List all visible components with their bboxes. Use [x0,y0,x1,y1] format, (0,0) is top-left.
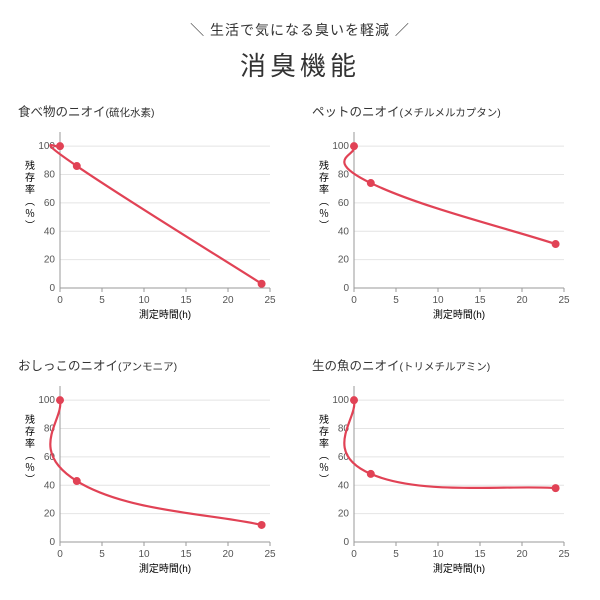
panel-title: おしっこのニオイ(アンモニア) [18,355,288,374]
y-tick-label: 0 [49,283,55,294]
y-tick-label: 100 [332,395,349,406]
y-axis-label: 残存率（％） [23,159,35,230]
y-tick-label: 100 [332,141,349,152]
x-tick-label: 0 [351,295,357,306]
x-tick-label: 15 [180,549,192,560]
chart-panel: 食べ物のニオイ(硫化水素) 0 20 40 60 80 100 0 5 10 15 20 25 測定時間(… [18,101,288,327]
y-tick-label: 0 [49,537,55,548]
x-tick-label: 5 [393,295,399,306]
x-axis-label: 測定時間(h) [139,562,191,575]
chart-panel: ペットのニオイ(メチルメルカプタン) 0 20 40 60 80 100 0 5 10 15 20 25… [312,101,582,327]
x-axis-label: 測定時間(h) [433,308,485,321]
main-title: 消臭機能 [18,46,582,83]
data-marker [73,477,81,485]
y-tick-label: 60 [44,198,56,209]
data-marker [56,142,64,150]
page: ＼ 生活で気になる臭いを軽減 ／ 消臭機能 食べ物のニオイ(硫化水素) 0 20 40… [0,0,600,600]
y-tick-label: 40 [338,480,350,491]
x-tick-label: 25 [264,295,276,306]
x-axis-label: 測定時間(h) [139,308,191,321]
series-line [50,145,261,284]
chart-panel: 生の魚のニオイ(トリメチルアミン)0204060801000510152025測… [312,355,582,581]
x-tick-label: 20 [222,295,234,306]
y-axis-label: 残存率（％） [317,413,329,484]
data-marker [367,179,375,187]
x-tick-label: 20 [516,295,528,306]
y-tick-label: 80 [44,170,56,181]
x-tick-label: 10 [432,295,444,306]
y-tick-label: 0 [343,537,349,548]
data-marker [73,162,81,170]
x-tick-label: 15 [180,295,192,306]
panel-title-sub: (メチルメルカプタン) [400,107,501,119]
y-tick-label: 20 [44,509,56,520]
x-tick-label: 0 [57,295,63,306]
x-tick-label: 15 [474,549,486,560]
y-tick-label: 80 [338,170,350,181]
line-chart: 0 20 40 60 80 100 0 5 10 15 20 25 測定時間(h) 残存率（％） [18,124,278,322]
panel-title-main: おしっこのニオイ [18,359,118,373]
y-axis-label: 残存率（％） [317,159,329,230]
line-chart: 0204060801000510152025測定時間(h)残存率（％） [18,378,278,576]
x-tick-label: 10 [138,549,150,560]
chart-grid: 食べ物のニオイ(硫化水素)0204060801000510152025測定時間(… [18,101,582,581]
data-marker [350,396,358,404]
data-marker [367,470,375,478]
x-tick-label: 20 [222,549,234,560]
panel-title: 生の魚のニオイ(トリメチルアミン) [312,355,582,374]
x-tick-label: 20 [516,549,528,560]
panel-title-main: 生の魚のニオイ [312,359,400,373]
y-tick-label: 40 [44,480,56,491]
x-axis-label: 測定時間(h) [433,562,485,575]
panel-title-main: ペットのニオイ [312,105,400,119]
data-marker [258,280,266,288]
x-tick-label: 25 [558,295,570,306]
data-marker [552,240,560,248]
x-tick-label: 5 [393,549,399,560]
y-tick-label: 40 [44,226,56,237]
y-tick-label: 40 [338,226,350,237]
y-tick-label: 60 [338,198,350,209]
y-tick-label: 20 [338,509,350,520]
data-marker [552,484,560,492]
data-marker [258,521,266,529]
x-tick-label: 10 [138,295,150,306]
series-line [344,400,555,488]
x-tick-label: 25 [264,549,276,560]
x-tick-label: 15 [474,295,486,306]
chart-panel: おしっこのニオイ(アンモニア)0204060801000510152025測定時… [18,355,288,581]
y-tick-label: 0 [343,283,349,294]
y-tick-label: 100 [38,395,55,406]
x-tick-label: 10 [432,549,444,560]
data-marker [56,396,64,404]
line-chart: 0 20 40 60 80 100 0 5 10 15 20 25 測定時間(h) 残存率（％） [312,124,572,322]
line-chart: 0204060801000510152025測定時間(h)残存率（％） [312,378,572,576]
panel-title: 食べ物のニオイ(硫化水素) [18,101,288,120]
x-tick-label: 25 [558,549,570,560]
panel-title-main: 食べ物のニオイ [18,105,106,119]
lead-text: ＼ 生活で気になる臭いを軽減 ／ [18,20,582,40]
data-marker [350,142,358,150]
y-tick-label: 100 [38,141,55,152]
x-tick-label: 0 [57,549,63,560]
series-line [344,146,555,244]
series-line [50,400,261,525]
y-axis-label: 残存率（％） [23,413,35,484]
panel-title-sub: (トリメチルアミン) [400,361,491,373]
y-tick-label: 20 [338,255,350,266]
x-tick-label: 0 [351,549,357,560]
x-tick-label: 5 [99,549,105,560]
x-tick-label: 5 [99,295,105,306]
panel-title-sub: (アンモニア) [118,361,177,373]
y-tick-label: 20 [44,255,56,266]
panel-title-sub: (硫化水素) [106,107,155,119]
panel-title: ペットのニオイ(メチルメルカプタン) [312,101,582,120]
